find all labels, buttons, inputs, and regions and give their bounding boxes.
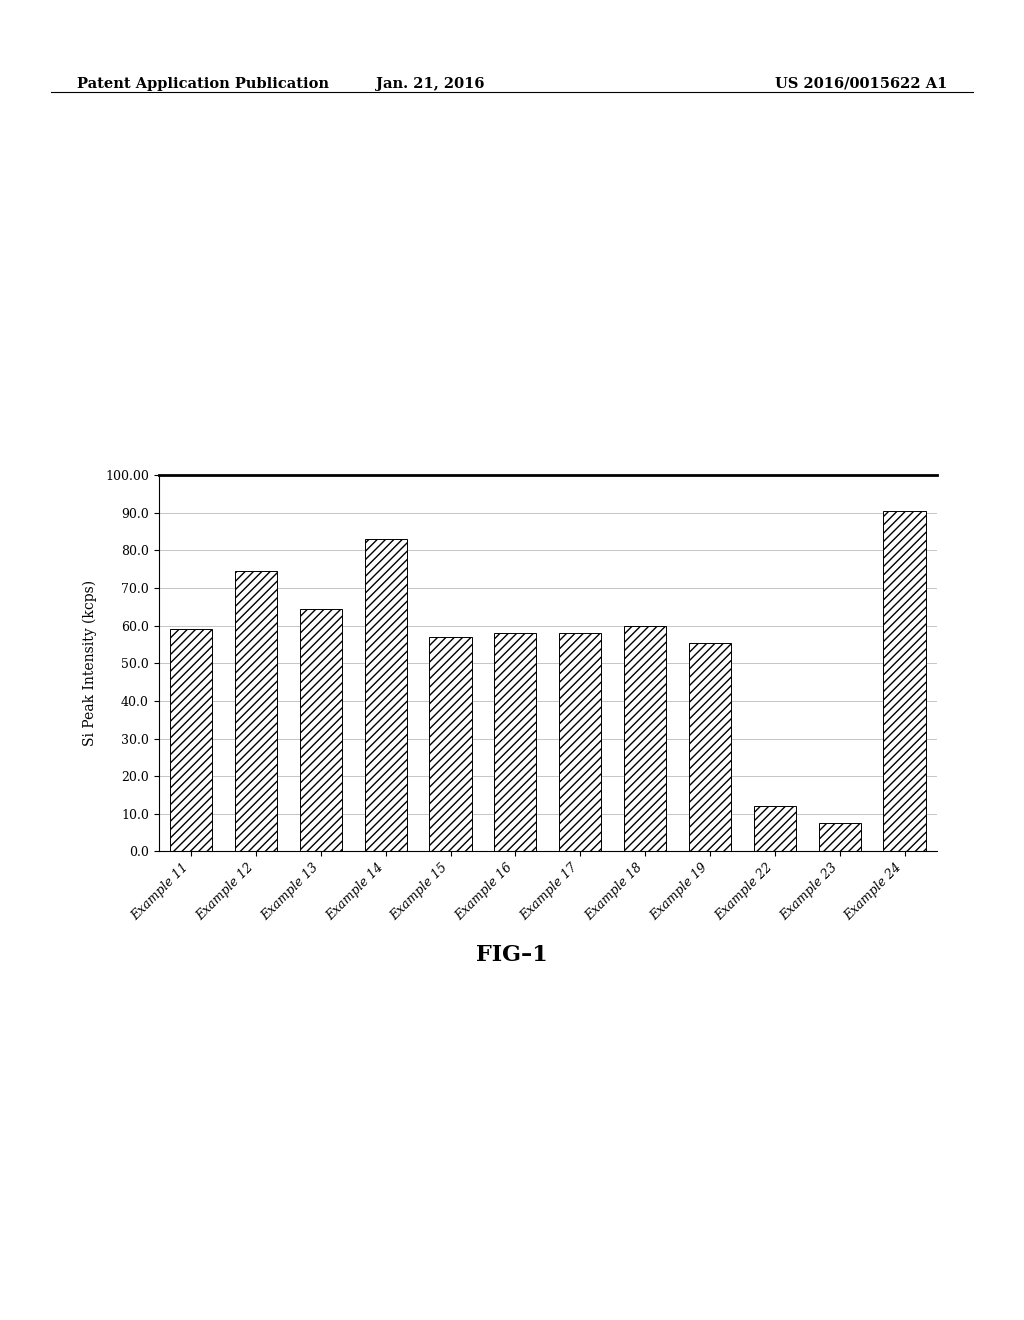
Bar <box>624 626 667 851</box>
Bar <box>429 638 472 851</box>
Text: Patent Application Publication: Patent Application Publication <box>77 77 329 91</box>
Bar <box>495 634 537 851</box>
Y-axis label: Si Peak Intensity (kcps): Si Peak Intensity (kcps) <box>82 581 97 746</box>
Bar <box>365 539 407 851</box>
Bar <box>559 634 601 851</box>
Bar <box>884 511 926 851</box>
Bar <box>689 643 731 851</box>
Text: US 2016/0015622 A1: US 2016/0015622 A1 <box>775 77 947 91</box>
Bar <box>754 807 796 851</box>
Bar <box>818 824 861 851</box>
Text: Jan. 21, 2016: Jan. 21, 2016 <box>376 77 484 91</box>
Bar <box>234 572 278 851</box>
Text: FIG–1: FIG–1 <box>476 944 548 966</box>
Bar <box>300 609 342 851</box>
Bar <box>170 630 212 851</box>
